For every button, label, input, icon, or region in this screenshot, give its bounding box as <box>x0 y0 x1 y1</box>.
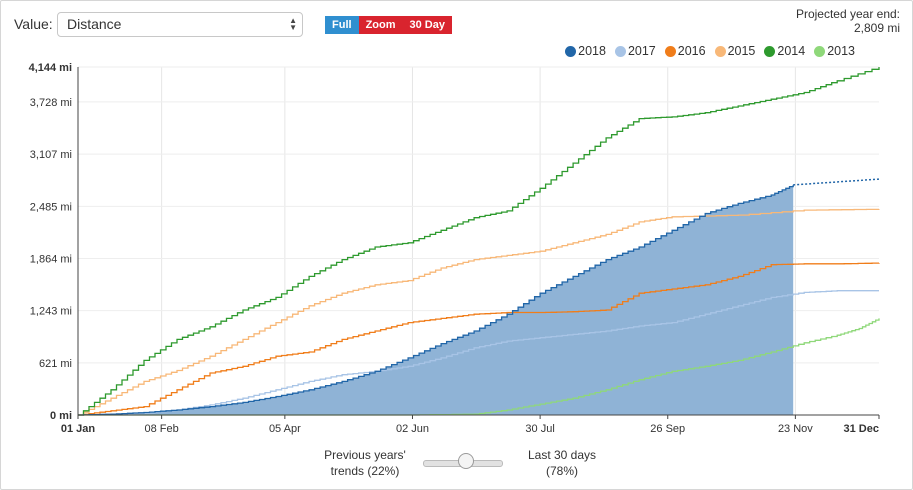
legend-label: 2017 <box>627 44 656 58</box>
projection-box: Projected year end: 2,809 mi <box>796 7 900 35</box>
legend-item-2013[interactable]: 2013 <box>814 44 855 58</box>
y-tick-label: 2,485 mi <box>30 201 72 213</box>
slider-left-line1: Previous years' <box>324 448 406 462</box>
y-tick-label: 1,864 mi <box>30 253 72 265</box>
full-button[interactable]: Full <box>325 16 359 34</box>
slider-left-caption: Previous years' trends (22%) <box>318 447 412 479</box>
slider-right-line2: (78%) <box>545 464 578 478</box>
value-select[interactable]: Distance ▲ ▼ <box>57 12 303 37</box>
y-tick-label: 1,243 mi <box>30 306 72 318</box>
chart-legend: 2018 2017 2016 2015 2014 2013 <box>556 44 855 58</box>
select-arrows-icon: ▲ ▼ <box>289 16 297 32</box>
y-tick-label: 4,144 mi <box>29 62 72 74</box>
projection-label: Projected year end: <box>795 7 900 21</box>
slider-left-line2: trends (22%) <box>330 464 400 478</box>
legend-item-2017[interactable]: 2017 <box>614 44 656 58</box>
trend-slider-thumb[interactable] <box>458 453 475 469</box>
series-line-2016 <box>78 262 880 416</box>
legend-dot-icon <box>814 45 826 57</box>
x-tick-label: 02 Jun <box>396 423 429 435</box>
legend-item-2016[interactable]: 2016 <box>664 44 706 58</box>
legend-label: 2013 <box>827 44 855 58</box>
series-line-2015 <box>78 208 880 416</box>
legend-item-2018[interactable]: 2018 <box>565 44 606 58</box>
x-tick-label: 23 Nov <box>778 423 813 435</box>
slider-right-line1: Last 30 days <box>527 448 597 462</box>
range-button-group: Full Zoom 30 Day <box>325 16 452 34</box>
projection-value: 2,809 mi <box>853 21 900 35</box>
legend-label: 2016 <box>677 44 706 58</box>
legend-dot-icon <box>664 45 676 57</box>
x-tick-label: 01 Jan <box>61 423 96 435</box>
x-tick-label: 05 Apr <box>269 423 301 435</box>
legend-dot-icon <box>614 45 626 57</box>
projection-line-2018 <box>793 178 880 186</box>
legend-item-2014[interactable]: 2014 <box>764 44 805 58</box>
slider-right-caption: Last 30 days (78%) <box>524 447 600 479</box>
thirty-day-button[interactable]: 30 Day <box>402 16 452 34</box>
legend-dot-icon <box>714 45 726 57</box>
y-tick-label: 0 mi <box>50 410 72 422</box>
x-tick-label: 08 Feb <box>144 423 178 435</box>
x-tick-label: 26 Sep <box>650 423 685 435</box>
x-tick-label: 31 Dec <box>844 423 879 435</box>
legend-dot-icon <box>764 45 776 57</box>
legend-item-2015[interactable]: 2015 <box>714 44 756 58</box>
value-label: Value: <box>14 16 53 32</box>
series-line-2018 <box>78 184 794 416</box>
legend-label: 2018 <box>578 44 606 58</box>
y-tick-label: 3,107 mi <box>30 149 72 161</box>
zoom-button[interactable]: Zoom <box>358 16 403 34</box>
y-tick-label: 3,728 mi <box>30 97 72 109</box>
value-select-text: Distance <box>67 16 122 32</box>
series-area-2018 <box>78 184 794 415</box>
legend-label: 2014 <box>777 44 806 58</box>
legend-dot-icon <box>565 45 577 57</box>
series-line-2017 <box>78 290 879 416</box>
legend-label: 2015 <box>727 44 756 58</box>
x-tick-label: 30 Jul <box>525 423 554 435</box>
y-tick-label: 621 mi <box>39 358 72 370</box>
series-line-2014 <box>78 67 880 416</box>
